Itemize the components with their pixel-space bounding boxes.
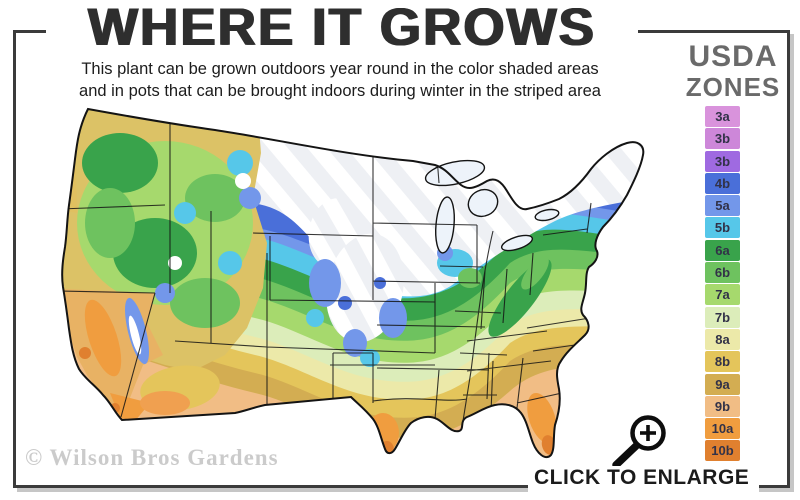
- page-title: WHERE IT GROWS: [88, 0, 596, 57]
- watermark: © Wilson Bros Gardens: [25, 445, 279, 470]
- legend-swatch-6a: 6a: [705, 239, 740, 261]
- click-to-enlarge-button[interactable]: CLICK TO ENLARGE: [528, 466, 760, 494]
- map-container: [15, 103, 665, 475]
- legend-swatch-7a: 7a: [705, 284, 740, 306]
- legend-title: USDA ZONES: [668, 40, 798, 102]
- usda-zones-legend: 3a 3b 3b 4b 5a 5b 6a 6b 7a 7b 8a 8b 9a 9…: [705, 106, 740, 463]
- legend-swatch-3b-2: 3b: [705, 150, 740, 172]
- legend-swatch-10b: 10b: [705, 440, 740, 462]
- legend-swatch-8b: 8b: [705, 351, 740, 373]
- legend-swatch-8a: 8a: [705, 328, 740, 350]
- legend-title-zones: ZONES: [685, 72, 781, 102]
- legend-swatch-3b: 3b: [705, 128, 740, 150]
- zone-bands: [62, 109, 644, 458]
- subtitle-line-1: This plant can be grown outdoors year ro…: [81, 60, 599, 78]
- title-block: WHERE IT GROWS: [46, 0, 638, 58]
- legend-swatch-7b: 7b: [705, 306, 740, 328]
- legend-swatch-4b: 4b: [705, 172, 740, 194]
- legend-swatch-5b: 5b: [705, 217, 740, 239]
- legend-swatch-10a: 10a: [705, 418, 740, 440]
- usda-zones-map[interactable]: [15, 103, 665, 475]
- legend-title-usda: USDA: [688, 40, 778, 73]
- legend-swatch-3a: 3a: [705, 106, 740, 127]
- subtitle: This plant can be grown outdoors year ro…: [35, 59, 645, 103]
- legend-swatch-9b: 9b: [705, 395, 740, 417]
- legend-swatch-6b: 6b: [705, 262, 740, 284]
- magnifier-zoom-icon[interactable]: [604, 406, 666, 475]
- legend-swatch-9a: 9a: [705, 373, 740, 395]
- legend-swatch-5a: 5a: [705, 195, 740, 217]
- subtitle-line-2: and in pots that can be brought indoors …: [79, 81, 601, 100]
